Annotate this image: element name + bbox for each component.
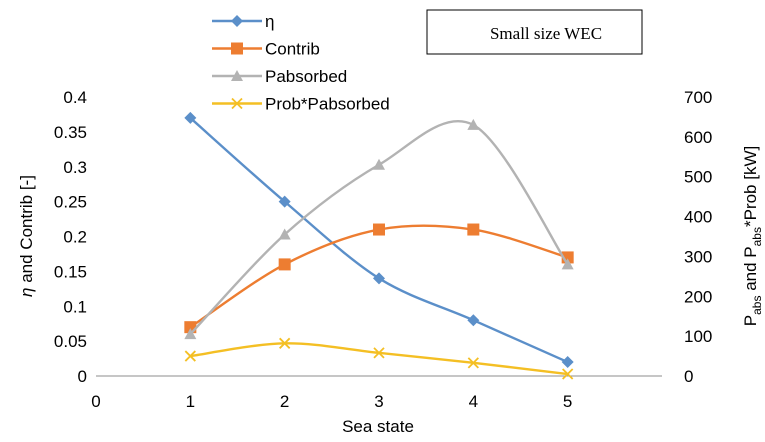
y-left-tick-label: 0.4 <box>63 88 87 107</box>
series-eta <box>184 111 574 369</box>
data-point <box>278 258 291 271</box>
legend-swatch-marker <box>231 97 243 110</box>
y-left-tick-label: 0.25 <box>54 193 87 212</box>
series-pabsorbed <box>184 118 574 340</box>
data-point <box>562 368 574 380</box>
y-right-tick-label: 600 <box>684 128 712 147</box>
x-axis-title: Sea state <box>342 417 414 436</box>
y-right-tick-label: 100 <box>684 327 712 346</box>
x-tick-label: 5 <box>563 392 572 411</box>
x-stroke <box>373 347 385 359</box>
axes: 0 1 2 3 4 5 0 0.05 0.1 0.15 0.2 0.25 0.3 0.35 0.4 0 100 2… <box>54 88 712 411</box>
data-point <box>184 328 197 340</box>
data-point <box>184 350 196 362</box>
data-point <box>278 195 291 208</box>
y-right-tick-label: 700 <box>684 88 712 107</box>
legend: η Contrib Pabsorbed Prob*Pabsorbed <box>212 12 390 114</box>
annotation-box: Small size WEC <box>426 9 643 55</box>
legend-item: Pabsorbed <box>212 67 347 86</box>
data-point <box>467 118 480 130</box>
y-right-tick-label: 300 <box>684 247 712 266</box>
y-axis-right-title: Pabs and Pabs*Prob [kW] <box>741 146 764 326</box>
x-tick-label: 1 <box>186 392 195 411</box>
x-stroke <box>279 337 291 349</box>
legend-item: η <box>212 12 274 31</box>
series-layer <box>184 111 574 380</box>
x-stroke <box>231 97 243 110</box>
y-right-tick-label: 500 <box>684 168 712 187</box>
y-left-tick-label: 0 <box>78 367 87 386</box>
data-point <box>561 258 574 270</box>
y-right-tick-label: 0 <box>684 367 693 386</box>
y-left-tick-label: 0.1 <box>63 297 87 316</box>
legend-label: Prob*Pabsorbed <box>265 95 390 114</box>
y-axis-right-title-sub: abs <box>750 227 764 246</box>
data-point <box>279 337 291 349</box>
y-left-tick-label: 0.35 <box>54 123 87 142</box>
series-line <box>190 342 568 376</box>
data-point <box>561 251 574 264</box>
y-axis-left-title-symbol: η <box>17 288 36 297</box>
data-point <box>467 314 480 327</box>
legend-label: Pabsorbed <box>265 67 347 86</box>
legend-item: Prob*Pabsorbed <box>212 95 390 114</box>
legend-item: Contrib <box>212 40 320 59</box>
data-point <box>373 223 385 236</box>
data-point <box>467 223 480 236</box>
data-point <box>278 228 291 240</box>
x-stroke <box>467 357 479 369</box>
y-left-tick-label: 0.15 <box>54 262 87 281</box>
legend-swatch-marker <box>231 42 243 55</box>
y-axis-right-title-part: P <box>741 315 760 326</box>
annotation-text: Small size WEC <box>490 24 602 43</box>
y-left-tick-label: 0.05 <box>54 332 87 351</box>
legend-label: η <box>265 12 274 31</box>
x-tick-label: 0 <box>91 392 100 411</box>
y-left-tick-label: 0.2 <box>63 228 87 247</box>
y-left-tick-label: 0.3 <box>63 158 87 177</box>
legend-swatch-marker <box>231 15 243 27</box>
data-point <box>373 158 385 170</box>
y-right-tick-label: 200 <box>684 287 712 306</box>
legend-swatch-marker <box>231 70 243 81</box>
x-stroke <box>562 368 574 380</box>
data-point <box>184 111 197 124</box>
y-axis-right-title-part: and P <box>741 246 760 295</box>
x-tick-label: 3 <box>374 392 383 411</box>
series-prob-pabsorbed <box>184 337 574 380</box>
y-axis-left-title-rest: and Contrib [-] <box>17 175 36 287</box>
y-axis-right-title-part: *Prob [kW] <box>741 146 760 227</box>
data-point <box>561 356 574 369</box>
data-point <box>373 347 385 359</box>
y-axis-left-title: η and Contrib [-] <box>17 175 36 297</box>
x-tick-label: 4 <box>469 392 478 411</box>
x-stroke <box>184 350 196 362</box>
y-right-tick-label: 400 <box>684 208 712 227</box>
x-tick-label: 2 <box>280 392 289 411</box>
data-point <box>373 272 385 285</box>
y-axis-right-title-sub: abs <box>750 296 764 315</box>
legend-label: Contrib <box>265 40 320 59</box>
data-point <box>467 357 479 369</box>
